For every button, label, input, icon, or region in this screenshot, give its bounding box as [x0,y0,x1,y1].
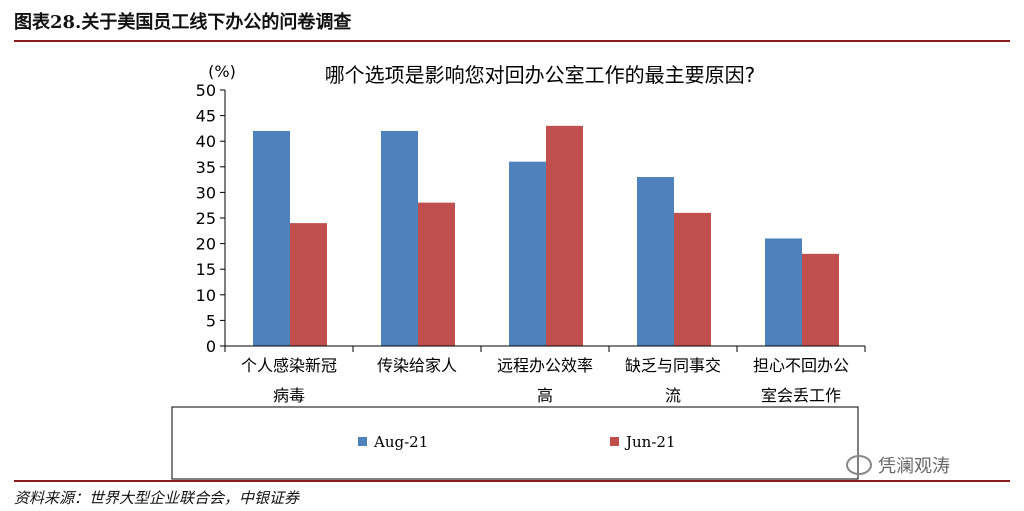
y-tick-label: 40 [196,132,216,151]
figure-title: 图表28.关于美国员工线下办公的问卷调查 [14,12,352,33]
legend-label: Jun-21 [624,433,676,451]
bar-aug-21 [637,177,674,346]
bar-jun-21 [802,253,839,346]
bar-jun-21 [290,223,327,346]
y-tick-label: 45 [196,107,216,126]
bar-jun-21 [418,202,455,346]
x-category-label: 传染给家人 [377,356,457,375]
y-tick-label: 15 [196,260,216,279]
y-tick-label: 25 [196,209,216,228]
x-category-label: 远程办公效率 [497,356,593,375]
chart-title: 哪个选项是影响您对回办公室工作的最主要原因? [325,63,756,87]
legend: Aug-21 Jun-21 [358,433,676,451]
bars [253,125,839,346]
bar-aug-21 [381,130,418,346]
legend-swatch [358,437,367,446]
bottom-rule [14,480,1010,482]
legend-box [171,406,859,480]
watermark: 凭澜观涛 [846,452,950,478]
wechat-icon [846,455,872,475]
x-category-label: 缺乏与同事交 [625,356,721,375]
x-category-label: 流 [665,386,681,405]
bar-chart: 哪个选项是影响您对回办公室工作的最主要原因? (%) 0 5 10 15 20 25 30 3… [171,62,866,480]
source-note: 资料来源：世界大型企业联合会，中银证券 [14,489,300,507]
y-tick-label: 0 [206,337,216,356]
y-tick-label: 50 [196,81,216,100]
y-axis: 0 5 10 15 20 25 30 35 40 45 50 [196,81,226,356]
bar-aug-21 [509,161,546,346]
x-category-label: 担心不回办公 [753,356,849,375]
y-tick-label: 5 [206,311,216,330]
bar-jun-21 [674,212,711,346]
y-axis-unit: (%) [208,62,236,81]
bar-aug-21 [253,130,290,346]
bar-aug-21 [765,238,802,346]
x-category-label: 高 [537,386,553,405]
top-rule [14,40,1010,42]
bar-jun-21 [546,125,583,346]
y-tick-label: 10 [196,286,216,305]
y-tick-label: 20 [196,235,216,254]
x-category-label: 个人感染新冠 [241,356,337,375]
legend-swatch [610,437,619,446]
watermark-text: 凭澜观涛 [878,456,950,477]
y-tick-label: 30 [196,183,216,202]
x-category-label: 室会丢工作 [761,386,841,405]
y-tick-label: 35 [196,158,216,177]
x-category-label: 病毒 [273,386,305,405]
legend-label: Aug-21 [373,433,428,451]
